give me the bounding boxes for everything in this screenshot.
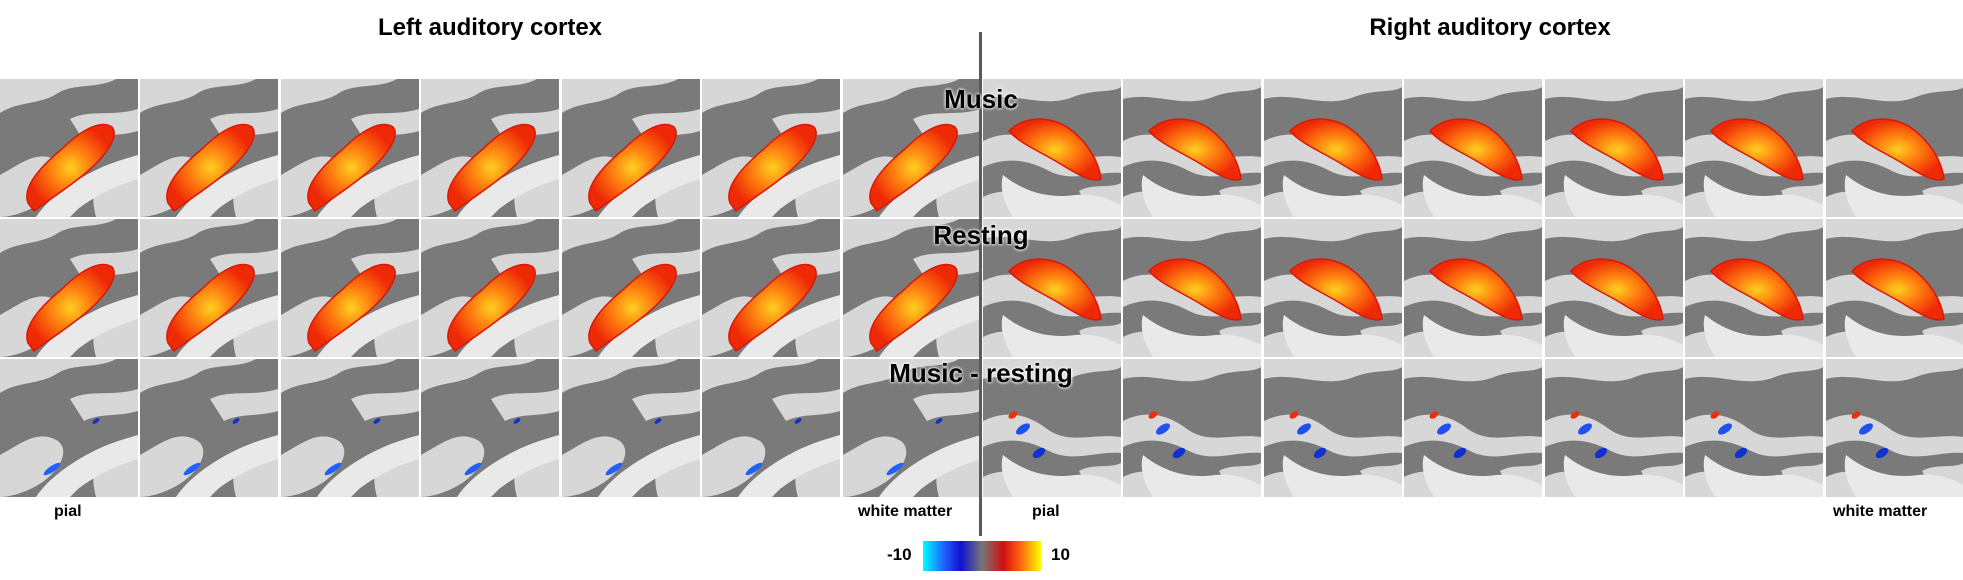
brain-panel-grid [0,79,1963,499]
brain-panel-music-left-5 [562,79,700,217]
brain-panel-music-left-6 [702,79,840,217]
brain-panel-music-right-3 [1264,79,1402,217]
brain-panel-contrast-right-7 [1826,359,1963,497]
footer-left-pial: pial [54,503,82,520]
brain-panel-resting-right-2 [1123,219,1261,357]
brain-panel-music-right-5 [1545,79,1683,217]
brain-panel-music-right-6 [1685,79,1823,217]
brain-panel-resting-right-1 [983,219,1121,357]
brain-panel-music-right-4 [1404,79,1542,217]
brain-panel-resting-left-4 [421,219,559,357]
brain-panel-contrast-right-3 [1264,359,1402,497]
brain-panel-music-left-2 [140,79,278,217]
brain-panel-resting-left-3 [281,219,419,357]
right-hemisphere-title: Right auditory cortex [1369,14,1611,41]
brain-panel-contrast-right-2 [1123,359,1261,497]
brain-panel-music-left-1 [0,79,138,217]
footer-right-white-matter: white matter [1833,503,1928,520]
brain-panel-resting-right-3 [1264,219,1402,357]
brain-panel-contrast-left-4 [421,359,559,497]
brain-panel-resting-left-7 [843,219,981,357]
colorbar-min-label: -10 [887,545,912,564]
brain-panel-contrast-left-3 [281,359,419,497]
brain-panel-contrast-right-6 [1685,359,1823,497]
brain-panel-contrast-left-5 [562,359,700,497]
brain-panel-resting-left-1 [0,219,138,357]
brain-panel-resting-right-4 [1404,219,1542,357]
footer-left-white-matter: white matter [858,503,953,520]
brain-panel-contrast-right-5 [1545,359,1683,497]
brain-panel-resting-right-7 [1826,219,1963,357]
row-label-music-minus-resting: Music - resting [889,358,1073,388]
brain-panel-resting-left-5 [562,219,700,357]
footer-right-pial: pial [1032,503,1060,520]
brain-panel-resting-right-6 [1685,219,1823,357]
brain-panel-resting-left-6 [702,219,840,357]
brain-panel-music-left-3 [281,79,419,217]
brain-panel-resting-left-2 [140,219,278,357]
brain-panel-contrast-left-7 [843,359,981,497]
left-hemisphere-title: Left auditory cortex [377,14,603,41]
brain-panel-contrast-right-4 [1404,359,1542,497]
hemisphere-divider [979,32,982,536]
brain-panel-music-right-7 [1826,79,1963,217]
brain-panel-contrast-left-2 [140,359,278,497]
brain-panel-contrast-left-1 [0,359,138,497]
colorbar-gradient [923,541,1041,571]
brain-panel-music-right-2 [1123,79,1261,217]
brain-panel-contrast-right-1 [983,359,1121,497]
brain-panel-music-left-7 [843,79,981,217]
row-label-resting: Resting [933,220,1029,250]
brain-panel-contrast-left-6 [702,359,840,497]
row-label-music: Music [944,84,1018,114]
brain-panel-resting-right-5 [1545,219,1683,357]
brain-panel-music-left-4 [421,79,559,217]
brain-panel-music-right-1 [983,79,1121,217]
colorbar-max-label: 10 [1051,545,1070,564]
